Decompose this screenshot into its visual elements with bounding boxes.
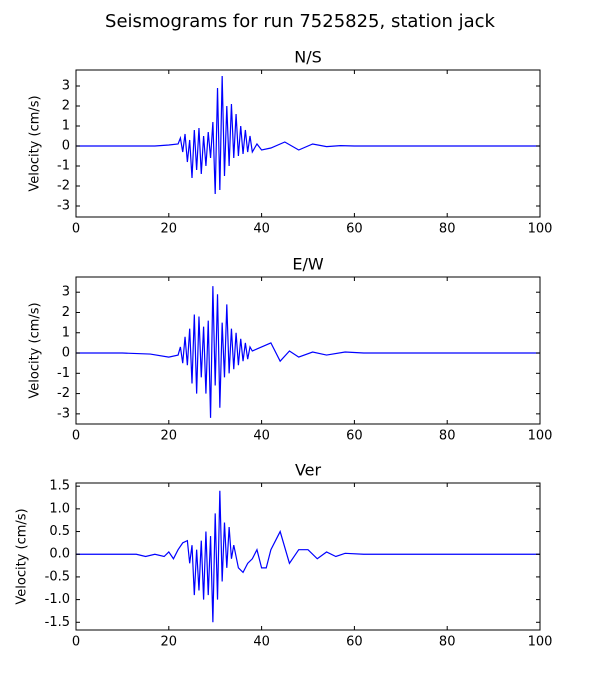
y-axis-label: Velocity (cm/s) [28, 95, 43, 191]
y-tick-label: 2 [62, 99, 70, 114]
y-tick-label: 3 [62, 79, 70, 94]
y-tick-label: 1 [62, 119, 70, 134]
y-axis-label: Velocity (cm/s) [15, 508, 30, 604]
x-tick-label: 80 [439, 222, 456, 237]
y-tick-label: -0.5 [45, 569, 70, 584]
y-tick-label: 0.5 [49, 524, 70, 539]
x-tick-label: 60 [346, 635, 363, 650]
x-tick-label: 100 [528, 429, 553, 444]
x-tick-label: 80 [439, 635, 456, 650]
x-tick-label: 40 [253, 222, 270, 237]
y-tick-label: 0 [62, 346, 70, 361]
y-tick-label: 0 [62, 139, 70, 154]
y-tick-label: -1 [57, 366, 70, 381]
x-tick-label: 60 [346, 222, 363, 237]
x-tick-label: 0 [72, 429, 80, 444]
seismogram-line [76, 75, 540, 195]
y-tick-label: -3 [57, 199, 70, 214]
axes-frame [75, 69, 541, 218]
figure-title: Seismograms for run 7525825, station jac… [105, 11, 496, 32]
y-axis-label: Velocity (cm/s) [28, 302, 43, 398]
x-tick-label: 40 [253, 429, 270, 444]
subplot-title: N/S [294, 48, 322, 67]
x-tick-label: 20 [161, 429, 178, 444]
subplot-title: E/W [292, 255, 324, 274]
y-tick-label: 2 [62, 305, 70, 320]
y-tick-label: 3 [62, 285, 70, 300]
axes-frame [75, 482, 541, 631]
x-tick-label: 0 [72, 222, 80, 237]
y-tick-label: -1.5 [45, 615, 70, 630]
axes-frame [75, 276, 541, 425]
y-tick-label: 1.0 [49, 501, 70, 516]
x-tick-label: 100 [528, 222, 553, 237]
x-tick-label: 20 [161, 222, 178, 237]
y-tick-label: -2 [57, 386, 70, 401]
subplot-title: Ver [295, 461, 322, 480]
seismogram-line [76, 490, 540, 623]
y-tick-label: 0.0 [49, 547, 70, 562]
x-tick-label: 80 [439, 429, 456, 444]
x-tick-label: 0 [72, 635, 80, 650]
y-tick-label: 1.5 [49, 479, 70, 494]
seismogram-line [76, 286, 540, 418]
x-tick-label: 100 [528, 635, 553, 650]
x-tick-label: 20 [161, 635, 178, 650]
y-tick-label: 1 [62, 325, 70, 340]
y-tick-label: -2 [57, 179, 70, 194]
y-tick-label: -3 [57, 406, 70, 421]
y-tick-label: -1.0 [45, 592, 70, 607]
x-tick-label: 60 [346, 429, 363, 444]
y-tick-label: -1 [57, 159, 70, 174]
x-tick-label: 40 [253, 635, 270, 650]
